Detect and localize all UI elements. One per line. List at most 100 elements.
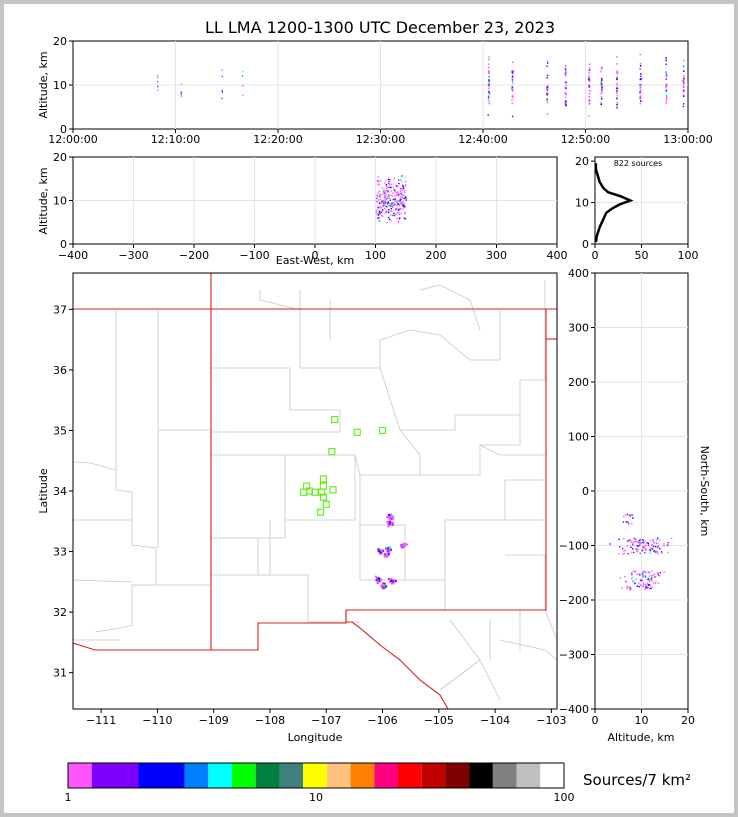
- time-height-source: [546, 60, 549, 62]
- east-west-source: [387, 211, 390, 214]
- time-height-source: [665, 63, 667, 66]
- time-height-source: [588, 89, 591, 92]
- time-height-source: [588, 84, 590, 86]
- altitude-tick-label: 10: [53, 195, 67, 208]
- east-west-source: [397, 222, 399, 224]
- map-source: [388, 546, 391, 549]
- east-west-source: [404, 184, 407, 186]
- map-source: [388, 578, 391, 581]
- east-west-source: [379, 212, 381, 215]
- north-south-source: [639, 574, 641, 576]
- north-south-source: [641, 549, 644, 551]
- time-height-source: [564, 103, 567, 105]
- east-west-source: [393, 212, 395, 215]
- time-height-source: [546, 94, 548, 97]
- east-west-source: [401, 181, 403, 183]
- time-height-source: [639, 53, 642, 56]
- colorbar-cell: [279, 763, 304, 788]
- north-south-source: [636, 544, 638, 547]
- histogram-tick-label: 50: [635, 249, 649, 262]
- time-height-source: [665, 85, 668, 87]
- north-south-source: [647, 542, 650, 544]
- colorbar-tick-label: 100: [554, 791, 575, 804]
- east-west-source: [381, 215, 384, 217]
- time-height-source: [665, 98, 668, 101]
- latitude-tick-label: 34: [53, 485, 67, 498]
- east-west-source: [399, 198, 402, 201]
- north-south-source: [639, 552, 641, 555]
- east-west-source: [384, 212, 386, 214]
- east-west-source: [390, 214, 392, 216]
- east-west-source: [384, 182, 386, 184]
- east-west-source: [398, 182, 400, 185]
- north-south-source: [623, 550, 625, 552]
- east-west-source: [384, 201, 386, 203]
- time-height-source: [488, 80, 490, 82]
- north-south-source: [650, 578, 652, 580]
- map-source: [389, 581, 392, 584]
- latitude-tick-label: 32: [53, 606, 67, 619]
- time-height-source: [600, 92, 603, 95]
- east-west-source: [376, 212, 378, 215]
- east-west-source: [397, 195, 399, 197]
- longitude-tick-label: −109: [199, 714, 229, 727]
- time-height-source: [615, 106, 618, 108]
- east-west-source: [390, 210, 393, 212]
- north-south-source: [657, 573, 659, 575]
- east-west-source: [384, 191, 386, 193]
- map-source: [381, 586, 384, 589]
- time-height-source: [564, 96, 567, 99]
- map-source: [388, 548, 391, 551]
- east-west-source: [394, 200, 396, 203]
- map-source: [401, 544, 404, 547]
- time-height-source: [600, 103, 602, 106]
- time-height-source: [241, 74, 244, 77]
- time-height-source: [640, 78, 643, 80]
- east-west-source: [399, 199, 401, 201]
- lma-station-marker: [322, 500, 330, 508]
- time-height-source: [564, 69, 567, 72]
- east-west-source: [398, 212, 400, 214]
- east-west-source: [402, 194, 404, 196]
- lma-station-marker: [318, 488, 326, 496]
- north-south-source: [642, 573, 644, 575]
- east-west-source: [376, 217, 379, 219]
- east-west-source: [387, 195, 390, 197]
- time-height-source: [616, 97, 618, 100]
- east-west-source: [401, 204, 404, 207]
- east-west-source: [385, 211, 388, 213]
- colorbar-cell: [445, 763, 470, 788]
- time-height-source: [488, 85, 490, 87]
- time-height-source: [546, 86, 548, 89]
- time-height-source: [511, 80, 514, 83]
- east-west-source: [385, 179, 387, 181]
- latitude-tick-label: 35: [53, 424, 67, 437]
- east-west-source: [380, 211, 383, 214]
- east-west-source: [396, 192, 398, 194]
- map-source: [382, 583, 385, 586]
- east-west-source: [399, 208, 401, 210]
- east-west-source: [399, 196, 402, 198]
- time-height-source: [665, 94, 668, 96]
- north-south-source: [626, 513, 629, 516]
- north-south-source: [644, 544, 646, 547]
- time-height-source: [180, 93, 182, 96]
- altitude-tick-label: 0: [60, 123, 67, 136]
- north-south-source: [639, 542, 641, 544]
- map-source: [388, 517, 391, 520]
- east-west-source: [398, 193, 400, 196]
- north-south-source: [638, 582, 640, 584]
- north-south-source: [629, 589, 631, 591]
- east-west-source: [384, 192, 386, 195]
- north-south-ylabel: North-South, km: [698, 446, 711, 537]
- time-height-source: [600, 102, 602, 104]
- east-west-source: [399, 202, 402, 205]
- time-tick-label: 12:20:00: [253, 133, 302, 146]
- east-west-source: [398, 213, 400, 216]
- map-source: [390, 578, 393, 581]
- north-south-source: [625, 580, 627, 583]
- map-source: [380, 585, 383, 588]
- north-south-source: [624, 575, 626, 578]
- colorbar-cell: [255, 763, 280, 788]
- east-west-source: [393, 189, 395, 191]
